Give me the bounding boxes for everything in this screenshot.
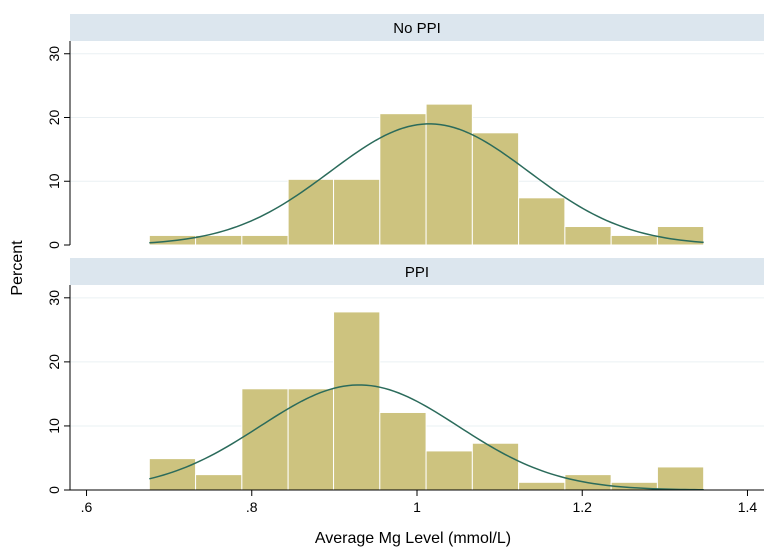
bar-no-ppi-8 [518, 197, 566, 246]
x-tick-label-0: .6 [81, 499, 93, 515]
bar-no-ppi-7 [471, 132, 520, 246]
curve-ppi [149, 384, 704, 491]
y-axis-no-ppi: 0 10 20 30 [46, 41, 71, 249]
bar-no-ppi-4 [333, 178, 381, 246]
bar-no-ppi-2 [241, 234, 289, 246]
normal-curve-ppi [149, 384, 704, 491]
bar-ppi-11 [656, 466, 705, 491]
x-tick-label-2: 1 [413, 499, 421, 515]
bars-no-ppi [148, 103, 705, 246]
grid-ppi [70, 297, 764, 427]
bar-no-ppi-10 [610, 234, 658, 246]
x-axis-title: Average Mg Level (mmol/L) [315, 530, 511, 547]
y-tick-label-no-ppi-30: 30 [46, 46, 62, 62]
y-tick-label-no-ppi-20: 20 [46, 110, 62, 126]
bar-ppi-8 [518, 481, 566, 491]
bar-ppi-3 [287, 388, 335, 491]
panel-ppi: PPI 0 10 20 30 [46, 258, 764, 494]
bar-ppi-4 [333, 311, 381, 491]
bar-ppi-1 [195, 474, 243, 491]
bar-ppi-0 [148, 458, 197, 491]
bar-ppi-2 [241, 388, 289, 491]
curve-no-ppi [149, 123, 704, 244]
y-tick-label-ppi-20: 20 [46, 354, 62, 370]
normal-curve-no-ppi [149, 123, 704, 244]
bar-no-ppi-6 [425, 103, 473, 246]
bar-ppi-5 [379, 411, 427, 491]
panel-title-no-ppi: No PPI [393, 20, 441, 37]
bar-ppi-7 [471, 442, 520, 491]
y-axis-title: Percent [9, 240, 26, 296]
y-tick-label-no-ppi-0: 0 [46, 241, 62, 249]
bar-no-ppi-3 [287, 178, 335, 246]
bar-no-ppi-5 [379, 113, 427, 246]
panel-strip-no-ppi [70, 14, 764, 41]
y-tick-label-ppi-0: 0 [46, 486, 62, 494]
x-tick-label-4: 1.4 [738, 499, 758, 515]
y-axis-ppi: 0 10 20 30 [46, 285, 71, 494]
y-tick-label-no-ppi-10: 10 [46, 173, 62, 189]
bars-ppi [148, 311, 705, 491]
x-tick-label-1: .8 [246, 499, 258, 515]
panel-strip-ppi [70, 258, 764, 285]
x-axis: .6 .8 1 1.2 1.4 [70, 489, 764, 515]
bar-no-ppi-9 [564, 226, 612, 246]
y-tick-label-ppi-30: 30 [46, 290, 62, 306]
y-tick-label-ppi-10: 10 [46, 418, 62, 434]
panel-title-ppi: PPI [405, 264, 429, 281]
panel-no-ppi: No PPI 0 10 20 30 [46, 14, 764, 249]
bar-ppi-6 [425, 450, 473, 491]
x-tick-label-3: 1.2 [573, 499, 593, 515]
